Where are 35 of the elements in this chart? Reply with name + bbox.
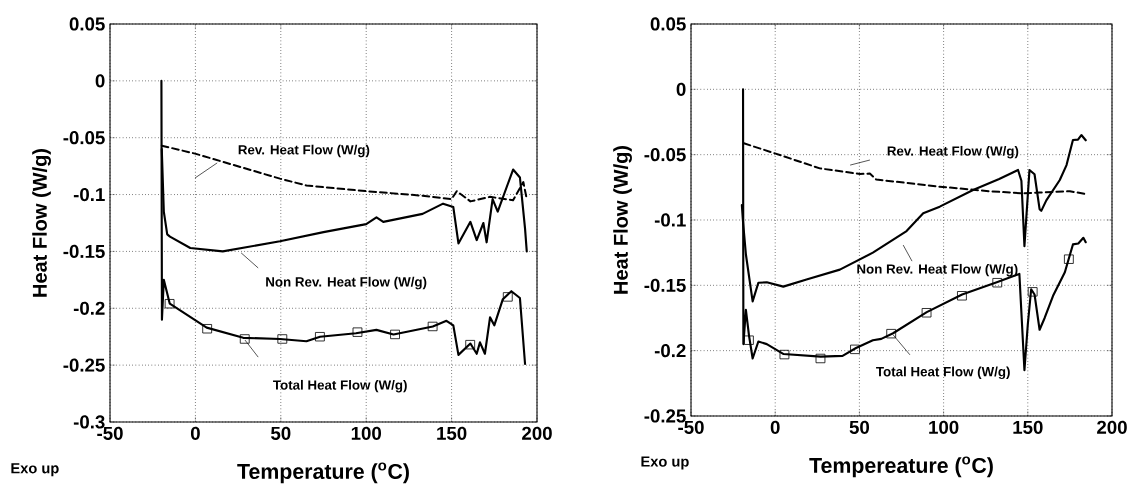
x-tick-label: 200	[1097, 420, 1127, 434]
y-tick-label: -0.15	[63, 244, 105, 259]
text: Exo up	[641, 456, 689, 470]
y-tick-label: 0	[95, 74, 105, 88]
x-tick-label: 0	[770, 420, 780, 434]
x-tick-label: 100	[351, 426, 382, 440]
y-tick-label: 0.05	[69, 17, 105, 31]
y-tick-label: 0	[676, 82, 686, 96]
y-tick-label: -0.2	[73, 301, 105, 315]
x-tick-label: 200	[522, 426, 552, 440]
text: Exo up	[11, 463, 59, 477]
x-tick-label: 50	[849, 420, 870, 434]
y-tick-label: -0.2	[654, 344, 686, 358]
y-tick-label: -0.25	[63, 358, 105, 372]
y-tick-label: 0.05	[650, 17, 686, 31]
y-axis-title: Heat Flow (W/g)	[613, 145, 632, 294]
y-tick-label: -0.15	[644, 278, 686, 292]
annotation: Total Heat Flow (W/g)	[273, 379, 407, 393]
y-tick-label: -0.1	[73, 187, 105, 202]
annotation: Non Rev. Heat Flow (W/g)	[857, 263, 1018, 277]
y-tick-label: -0.05	[644, 148, 686, 162]
annotation: Total Heat Flow (W/g)	[876, 366, 1010, 380]
annotation: Non Rev. Heat Flow (W/g)	[266, 276, 427, 290]
y-tick-label: -0.05	[63, 131, 105, 145]
x-tick-label: 100	[929, 420, 959, 434]
annotation: Rev. Heat Flow (W/g)	[887, 145, 1019, 159]
x-tick-label: 150	[1013, 420, 1043, 434]
y-tick-label: -0.1	[654, 213, 686, 227]
y-axis-title: Heat Flow (W/g)	[32, 149, 51, 297]
x-tick-label: 150	[437, 426, 467, 440]
x-tick-label: 0	[190, 426, 200, 440]
x-axis-title: Tempereature ($^{o}$C)	[809, 456, 993, 478]
annotation: Rev. Heat Flow (W/g)	[238, 144, 370, 158]
x-tick-label: 50	[270, 426, 291, 440]
x-axis-title: Temperature ($^{o}$C)	[237, 462, 409, 484]
